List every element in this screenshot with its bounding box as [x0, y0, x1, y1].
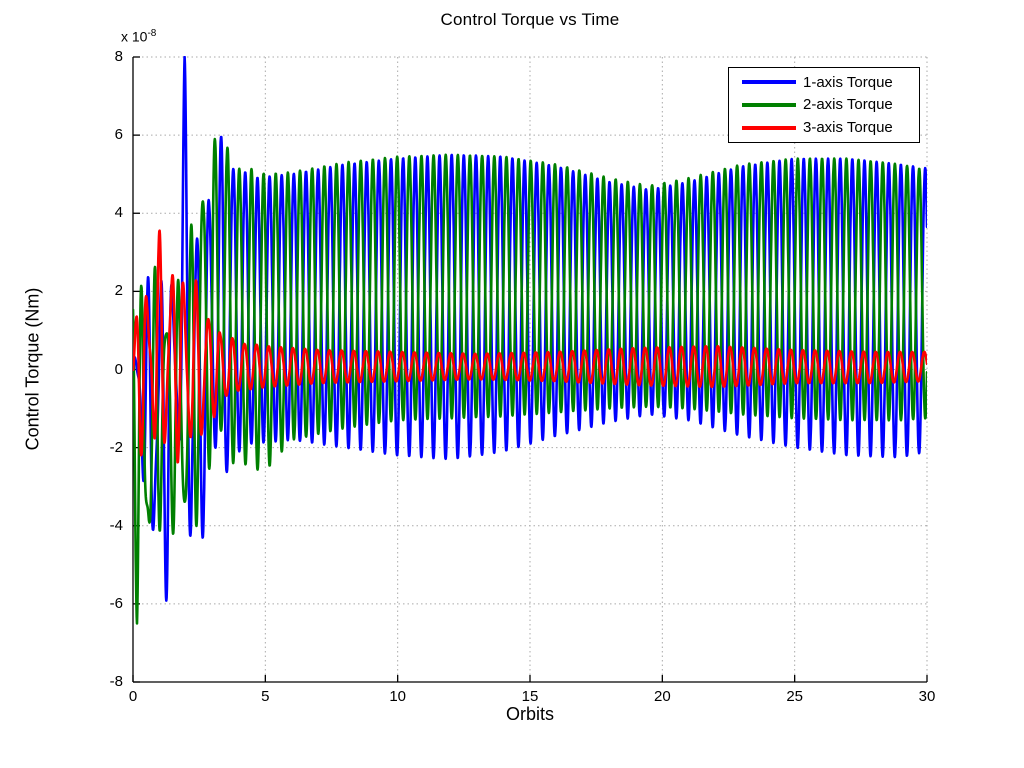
legend-label-1-axis: 1-axis Torque — [803, 73, 893, 91]
legend-item-1-axis: 1-axis Torque — [729, 71, 919, 93]
x-tick-label-15: 15 — [521, 688, 539, 705]
y-tick-label-6: 6 — [114, 126, 123, 144]
y-axis-exponent-label: x 10-8 — [121, 28, 157, 45]
y-axis-label: Control Torque (Nm) — [22, 287, 43, 451]
x-axis-label: Orbits — [505, 704, 554, 724]
y-tick-label--4: -4 — [109, 516, 123, 534]
legend-swatch-2-axis — [742, 102, 796, 107]
series-line-3-axis-torque — [133, 229, 927, 464]
x-tick-label-25: 25 — [786, 688, 803, 705]
legend-label-3-axis: 3-axis Torque — [803, 119, 893, 137]
series-line-2-axis-torque — [133, 137, 927, 625]
legend-item-2-axis: 2-axis Torque — [729, 94, 919, 116]
y-tick-label-4: 4 — [114, 204, 123, 222]
y-tick-label-0: 0 — [114, 360, 123, 378]
x-tick-label-0: 0 — [128, 688, 138, 705]
y-tick-label--6: -6 — [109, 594, 123, 612]
x-tick-label-10: 10 — [389, 688, 406, 705]
x-tick-label-5: 5 — [261, 688, 270, 705]
y-tick-label-2: 2 — [114, 282, 123, 300]
x-tick-label-30: 30 — [918, 688, 936, 705]
y-tick-label-8: 8 — [114, 48, 123, 65]
x-tick-label-20: 20 — [653, 688, 671, 705]
legend-label-2-axis: 2-axis Torque — [803, 96, 893, 114]
chart-title: Control Torque vs Time — [440, 10, 620, 29]
legend-box: 1-axis Torque 2-axis Torque 3-axis Torqu… — [728, 67, 920, 143]
y-tick-label--8: -8 — [109, 673, 123, 690]
legend-swatch-1-axis — [742, 80, 796, 85]
legend-item-3-axis: 3-axis Torque — [729, 117, 919, 139]
y-tick-label--2: -2 — [109, 438, 123, 456]
legend-swatch-3-axis — [742, 125, 796, 130]
